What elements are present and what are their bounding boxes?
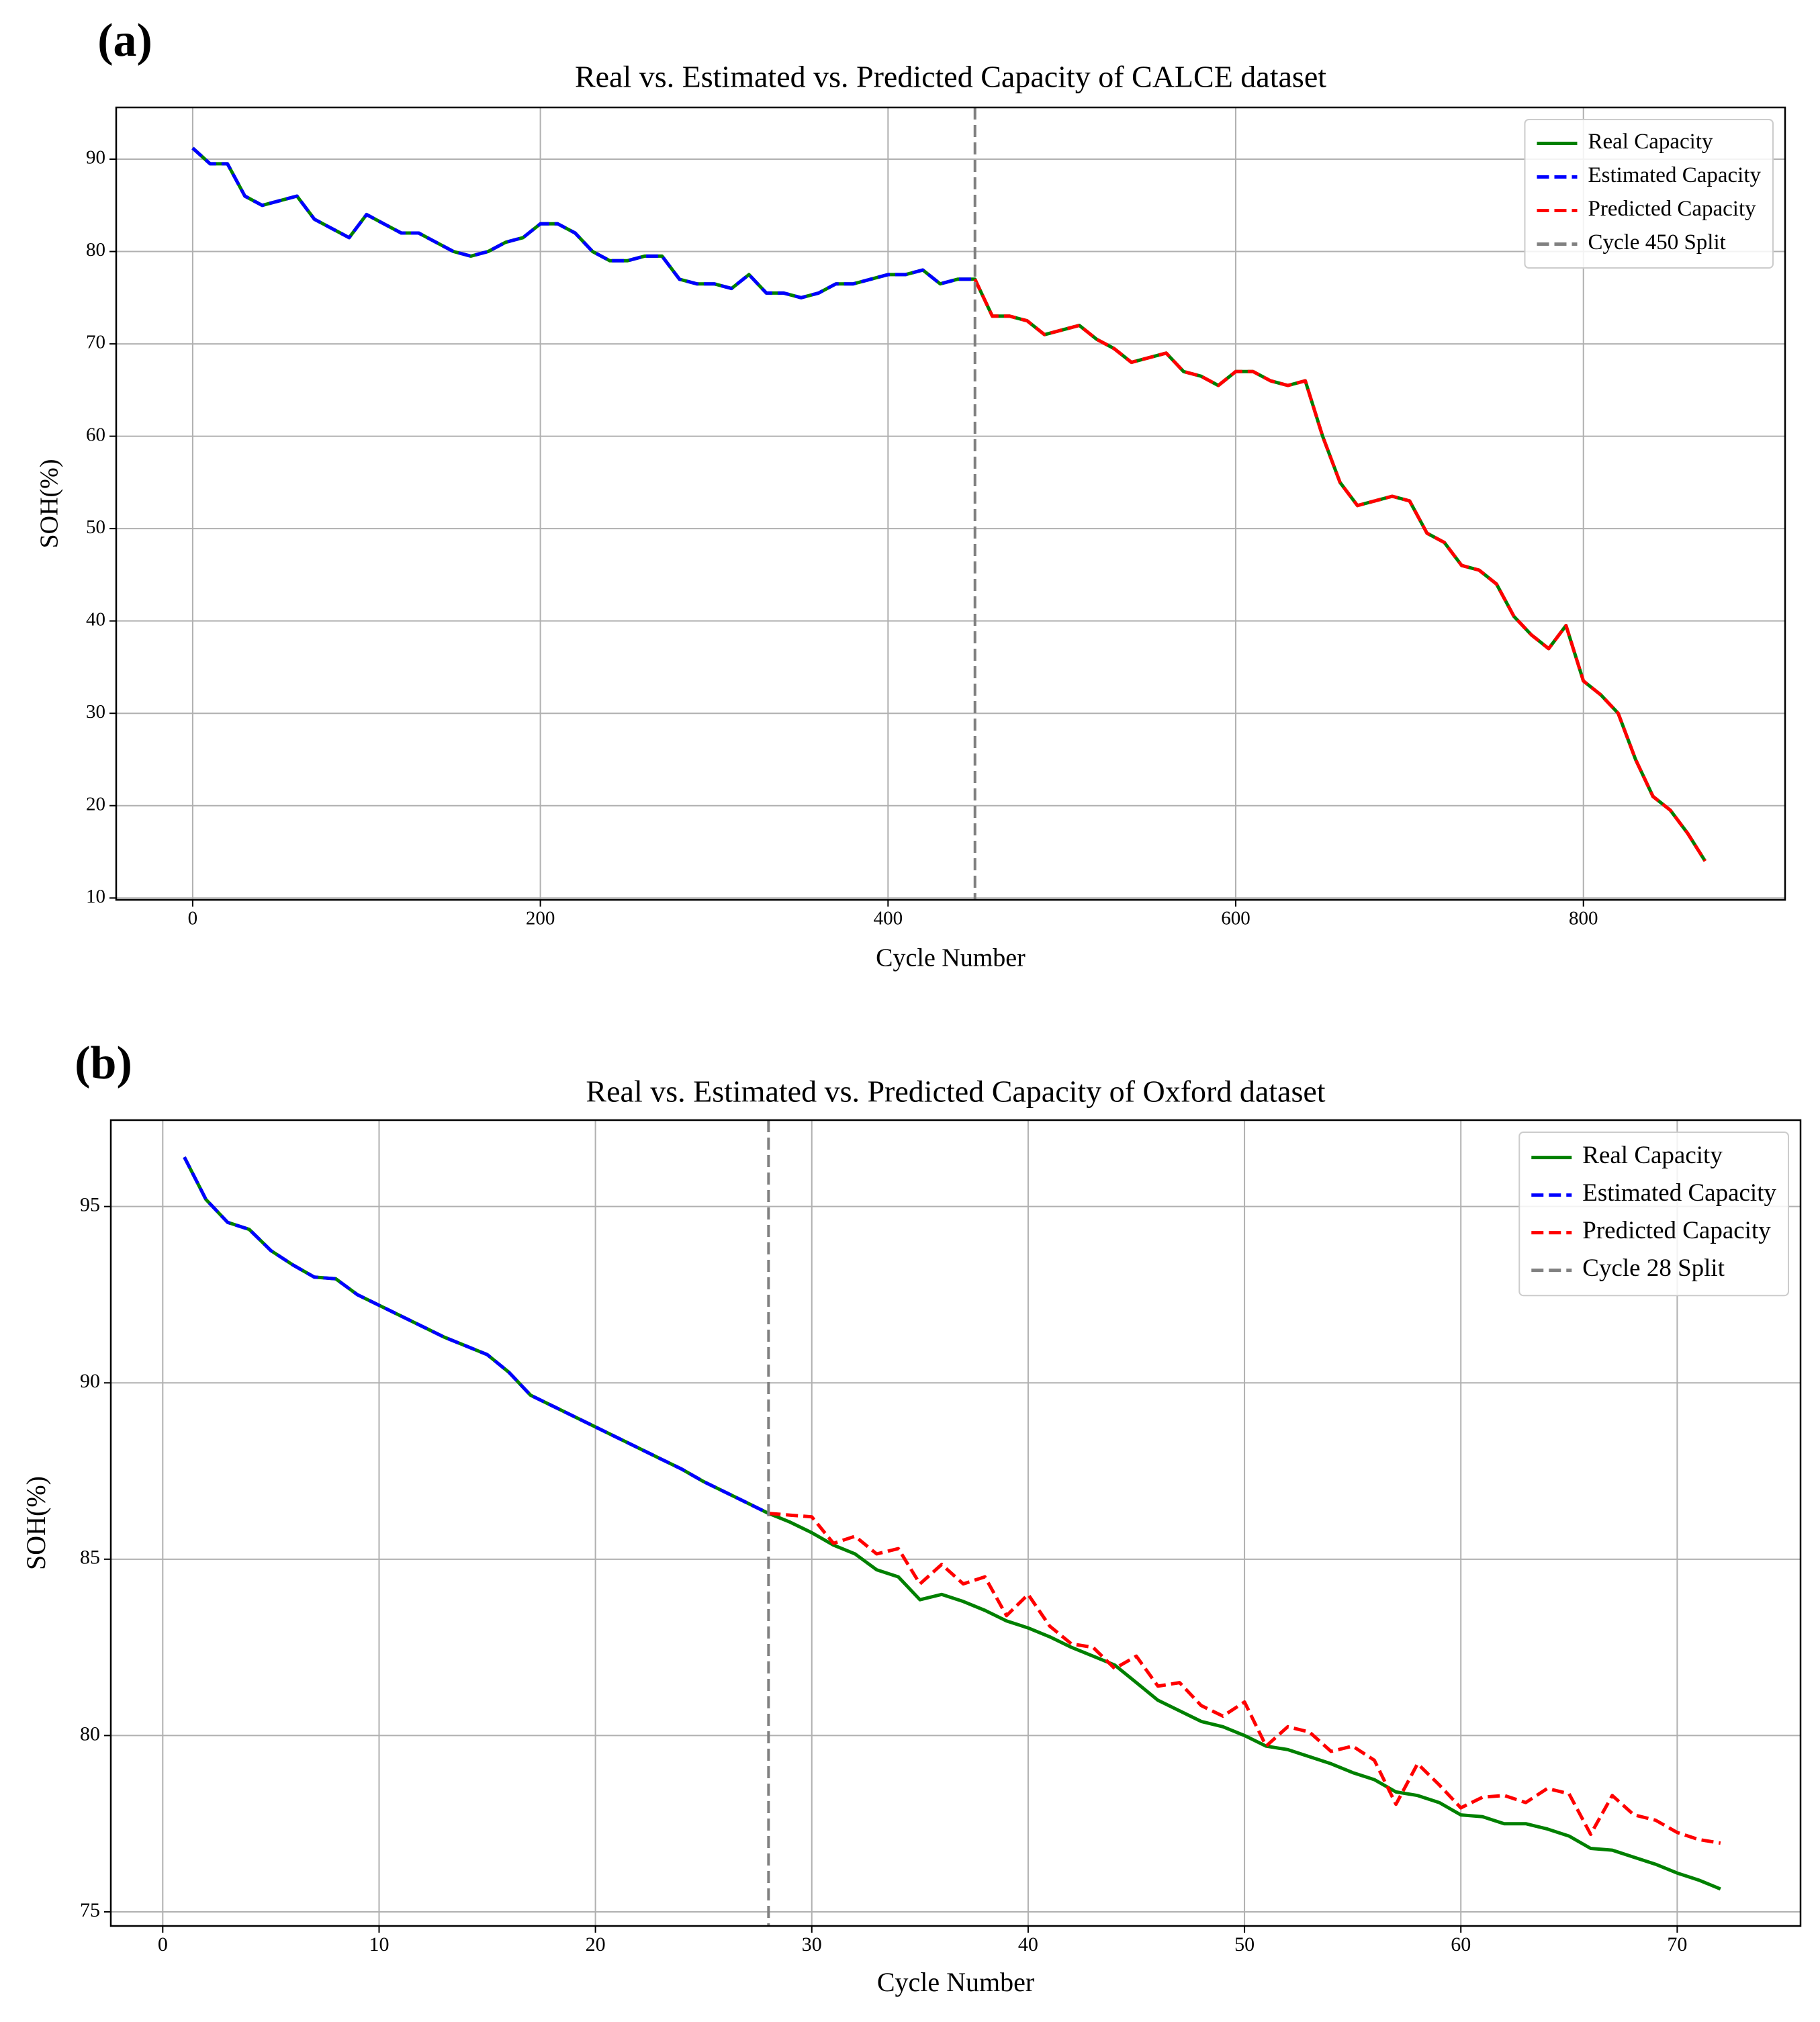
x-tick-label: 600 xyxy=(1221,908,1250,929)
legend-box xyxy=(1524,119,1774,269)
x-tick-label: 200 xyxy=(526,908,555,929)
y-tick-label: 90 xyxy=(80,1370,100,1392)
y-tick-label: 95 xyxy=(80,1194,100,1216)
x-tick-label: 0 xyxy=(158,1933,168,1956)
y-tick-label: 80 xyxy=(86,239,105,261)
x-tick-label: 0 xyxy=(188,908,198,929)
panel-label: (a) xyxy=(97,15,152,66)
plot-frame xyxy=(115,106,1786,901)
x-tick-label: 400 xyxy=(874,908,903,929)
chart-title: Real vs. Estimated vs. Predicted Capacit… xyxy=(575,60,1326,94)
legend-box xyxy=(1518,1132,1789,1297)
y-tick-label: 40 xyxy=(86,608,105,630)
legend: Real Capacity Estimated Capacity Predicted… xyxy=(1518,1132,1789,1297)
legend-label: Predicted Capacity xyxy=(1588,197,1756,221)
legend-label: Cycle 28 Split xyxy=(1582,1254,1725,1282)
y-tick-label: 10 xyxy=(86,886,105,907)
data-line xyxy=(183,1156,1721,1891)
y-tick-label: 30 xyxy=(86,701,105,723)
data-line xyxy=(191,146,975,300)
y-tick-label: 20 xyxy=(86,793,105,815)
x-tick-label: 20 xyxy=(586,1933,606,1956)
data-line xyxy=(191,146,1707,862)
y-tick-label: 50 xyxy=(86,516,105,538)
x-axis-label: Cycle Number xyxy=(877,1967,1034,1997)
y-tick-label: 60 xyxy=(86,424,105,445)
x-tick-label: 30 xyxy=(802,1933,822,1956)
legend-label: Predicted Capacity xyxy=(1582,1217,1771,1244)
x-tick-label: 50 xyxy=(1234,1933,1255,1956)
y-tick-label: 90 xyxy=(86,147,105,169)
y-tick-label: 70 xyxy=(86,332,105,353)
y-axis-label: SOH(%) xyxy=(21,1476,51,1570)
data-line xyxy=(768,1512,1721,1845)
x-tick-label: 70 xyxy=(1667,1933,1687,1956)
x-axis-label: Cycle Number xyxy=(876,944,1026,972)
y-tick-label: 80 xyxy=(80,1722,100,1745)
legend-label: Real Capacity xyxy=(1582,1142,1723,1169)
legend: Real Capacity Estimated Capacity Predicted… xyxy=(1524,119,1774,269)
legend-label: Real Capacity xyxy=(1588,130,1713,154)
panel-label: (b) xyxy=(75,1038,132,1089)
x-tick-label: 40 xyxy=(1018,1933,1038,1956)
y-tick-label: 85 xyxy=(80,1547,100,1569)
legend-label: Estimated Capacity xyxy=(1582,1179,1776,1207)
x-tick-label: 10 xyxy=(369,1933,389,1956)
plot-frame xyxy=(109,1119,1802,1927)
y-axis-label: SOH(%) xyxy=(36,459,64,549)
chart-title: Real vs. Estimated vs. Predicted Capacit… xyxy=(586,1074,1325,1109)
data-line xyxy=(183,1156,770,1515)
legend-label: Cycle 450 Split xyxy=(1588,230,1725,255)
x-tick-label: 60 xyxy=(1451,1933,1471,1956)
y-tick-label: 75 xyxy=(80,1899,100,1921)
data-line xyxy=(973,278,1707,862)
legend-label: Estimated Capacity xyxy=(1588,163,1761,187)
x-tick-label: 800 xyxy=(1569,908,1598,929)
